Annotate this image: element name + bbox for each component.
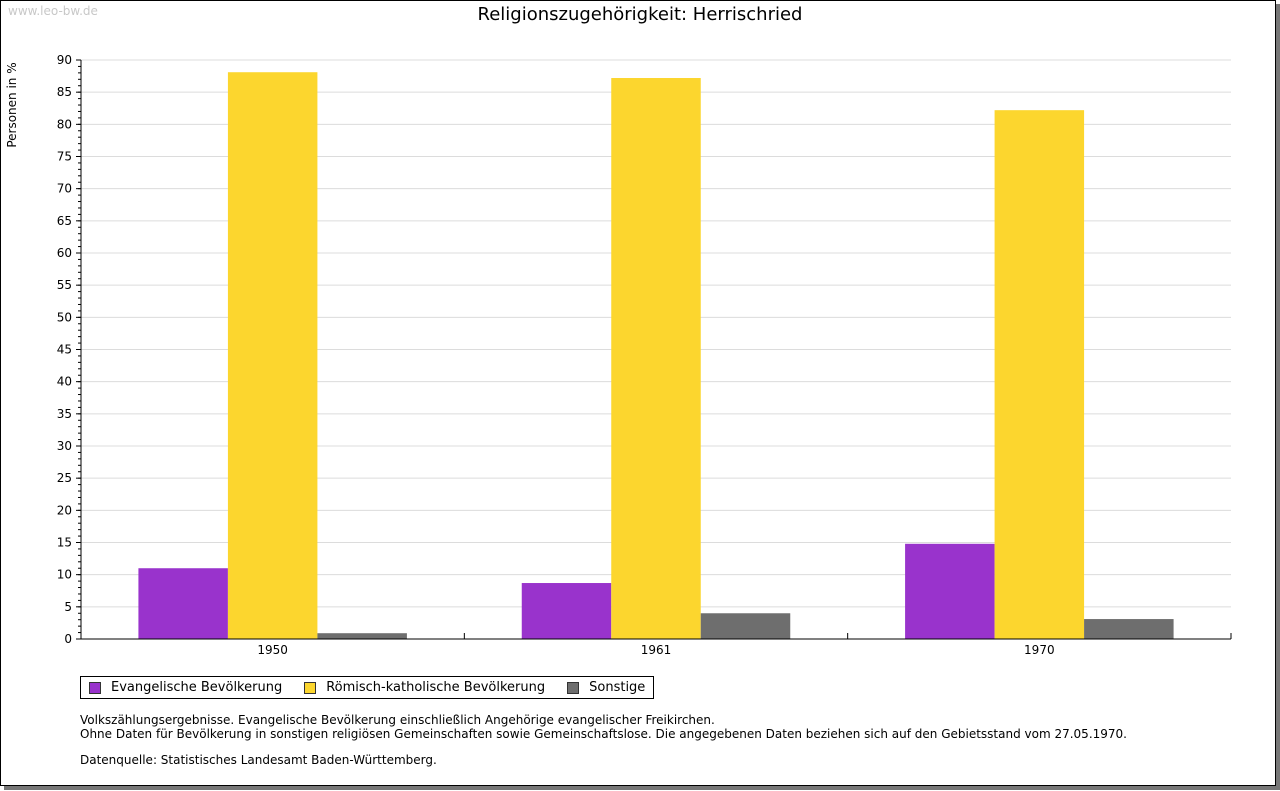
y-tick-label: 70 xyxy=(57,182,72,196)
x-tick-label: 1970 xyxy=(1024,643,1055,657)
y-tick-label: 40 xyxy=(57,375,72,389)
legend-swatch xyxy=(89,681,101,694)
y-tick-label: 25 xyxy=(57,471,72,485)
bar-r-misch-katholische-bev-lkerung-1961 xyxy=(611,78,701,640)
source-note: Datenquelle: Statistisches Landesamt Bad… xyxy=(80,753,437,767)
legend: Evangelische Bevölkerung Römisch-katholis… xyxy=(80,676,655,699)
bar-evangelische-bev-lkerung-1950 xyxy=(138,568,228,639)
y-tick-label: 45 xyxy=(57,343,72,357)
legend-swatch xyxy=(567,681,580,694)
note-line-2: Ohne Daten für Bevölkerung in sonstigen … xyxy=(80,727,1127,741)
legend-label: Römisch-katholische Bevölkerung xyxy=(326,680,546,695)
y-tick-label: 85 xyxy=(57,85,72,99)
bar-evangelische-bev-lkerung-1970 xyxy=(905,543,995,639)
y-tick-label: 60 xyxy=(57,246,72,260)
y-tick-label: 80 xyxy=(57,117,72,131)
bar-r-misch-katholische-bev-lkerung-1950 xyxy=(227,72,318,640)
bar-sonstige-1961 xyxy=(700,613,791,639)
y-tick-label: 75 xyxy=(57,150,72,164)
bar-r-misch-katholische-bev-lkerung-1970 xyxy=(994,110,1085,640)
y-tick-label: 15 xyxy=(57,536,72,550)
y-tick-label: 0 xyxy=(64,632,72,646)
y-tick-label: 50 xyxy=(57,310,72,324)
y-tick-label: 30 xyxy=(57,439,72,453)
legend-item: Römisch-katholische Bevölkerung xyxy=(304,680,545,695)
x-tick-label: 1950 xyxy=(257,643,288,657)
y-tick-label: 65 xyxy=(57,214,72,228)
y-tick-label: 55 xyxy=(57,278,72,292)
note-line-1: Volkszählungsergebnisse. Evangelische Be… xyxy=(80,713,715,727)
legend-label: Sonstige xyxy=(589,680,646,695)
legend-item: Sonstige xyxy=(567,680,645,695)
chart-title: Religionszugehörigkeit: Herrischried xyxy=(477,4,803,25)
y-tick-label: 20 xyxy=(57,503,72,517)
legend-item: Evangelische Bevölkerung xyxy=(89,680,282,695)
bar-evangelische-bev-lkerung-1961 xyxy=(521,583,612,639)
y-tick-label: 10 xyxy=(57,568,72,582)
y-tick-label: 35 xyxy=(57,407,72,421)
bar-sonstige-1970 xyxy=(1084,619,1174,639)
legend-label: Evangelische Bevölkerung xyxy=(111,680,283,695)
x-tick-label: 1961 xyxy=(641,643,672,657)
legend-swatch xyxy=(304,681,317,694)
watermark: www.leo-bw.de xyxy=(8,4,98,18)
y-tick-label: 90 xyxy=(57,53,72,67)
bar-sonstige-1950 xyxy=(317,633,407,639)
y-tick-label: 5 xyxy=(64,600,72,614)
plot-area: 0 5 10 15 20 25 30 35 40 45 50 55 60 65 70 75 80 85 90 1950… xyxy=(57,53,1232,657)
